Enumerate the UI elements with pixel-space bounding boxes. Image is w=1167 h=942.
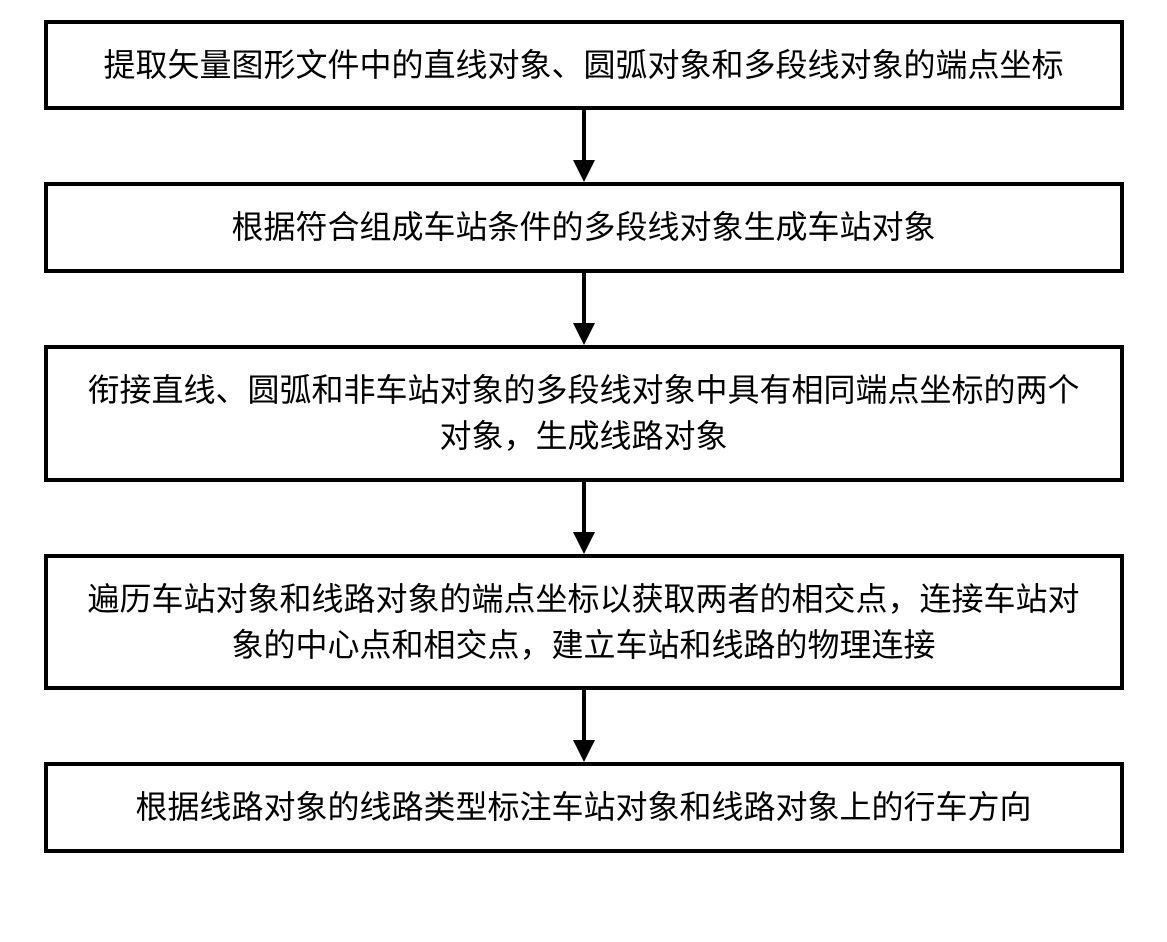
arrow-3-to-4 [569, 482, 599, 554]
down-arrow-icon [569, 110, 599, 182]
flowchart-step-4: 遍历车站对象和线路对象的端点坐标以获取两者的相交点，连接车站对象的中心点和相交点… [44, 554, 1124, 691]
flowchart-container: 提取矢量图形文件中的直线对象、圆弧对象和多段线对象的端点坐标 根据符合组成车站条… [40, 20, 1127, 853]
step-text: 提取矢量图形文件中的直线对象、圆弧对象和多段线对象的端点坐标 [103, 42, 1063, 88]
step-text: 根据符合组成车站条件的多段线对象生成车站对象 [231, 204, 935, 250]
step-text: 衔接直线、圆弧和非车站对象的多段线对象中具有相同端点坐标的两个对象，生成线路对象 [78, 367, 1090, 460]
arrow-2-to-3 [569, 273, 599, 345]
arrow-4-to-5 [569, 690, 599, 762]
down-arrow-icon [569, 690, 599, 762]
down-arrow-icon [569, 273, 599, 345]
flowchart-step-2: 根据符合组成车站条件的多段线对象生成车站对象 [44, 182, 1124, 272]
arrow-1-to-2 [569, 110, 599, 182]
flowchart-step-5: 根据线路对象的线路类型标注车站对象和线路对象上的行车方向 [44, 762, 1124, 852]
step-text: 遍历车站对象和线路对象的端点坐标以获取两者的相交点，连接车站对象的中心点和相交点… [78, 576, 1090, 669]
down-arrow-icon [569, 482, 599, 554]
flowchart-step-1: 提取矢量图形文件中的直线对象、圆弧对象和多段线对象的端点坐标 [44, 20, 1124, 110]
step-text: 根据线路对象的线路类型标注车站对象和线路对象上的行车方向 [135, 784, 1031, 830]
flowchart-step-3: 衔接直线、圆弧和非车站对象的多段线对象中具有相同端点坐标的两个对象，生成线路对象 [44, 345, 1124, 482]
